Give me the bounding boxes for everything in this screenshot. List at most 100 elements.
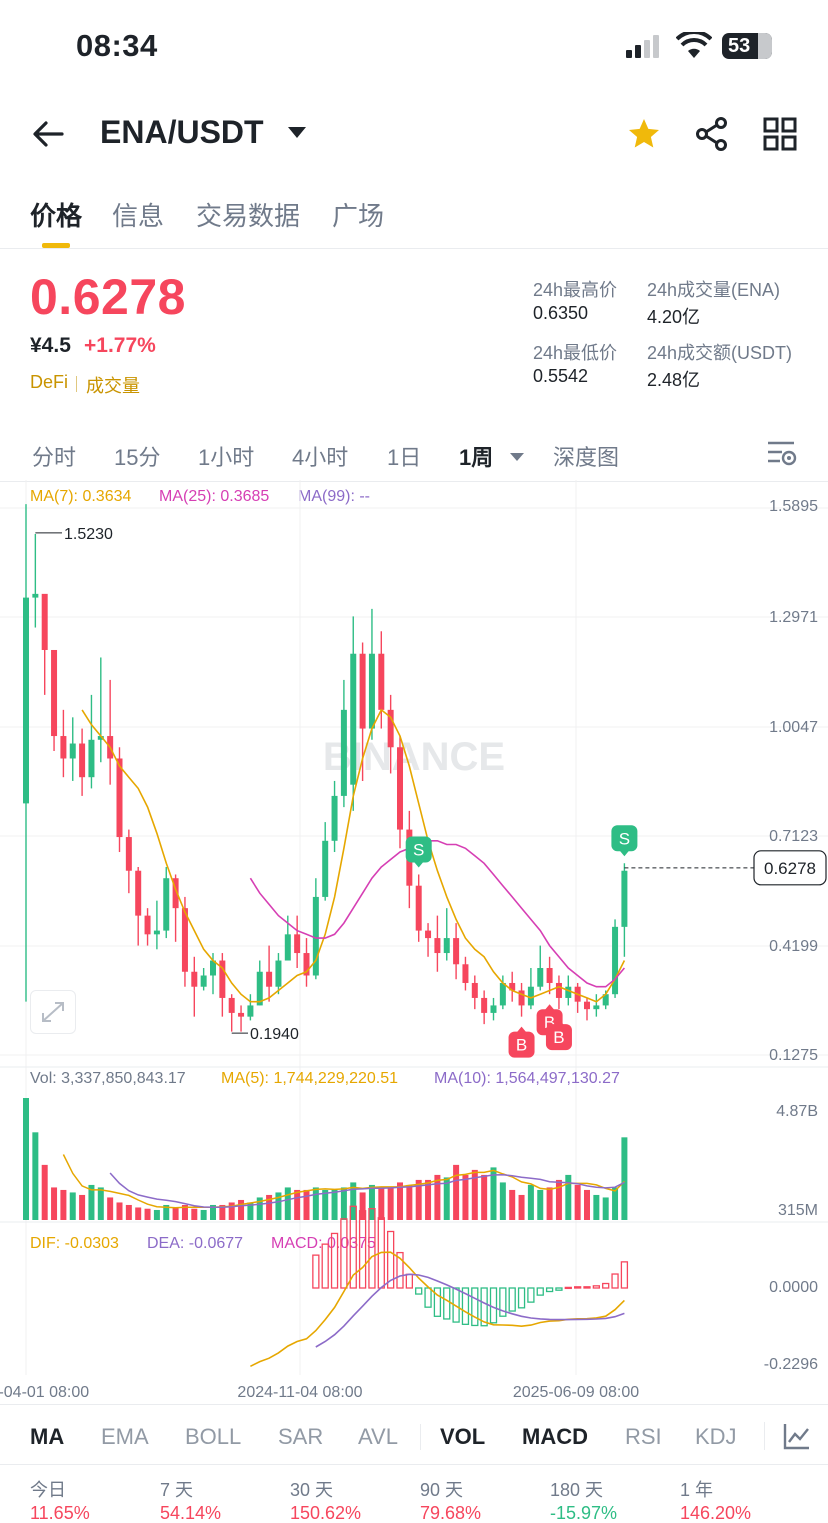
candle-body — [41, 593, 48, 650]
candle-body — [415, 885, 422, 931]
volume-bar — [144, 1208, 151, 1220]
indicator-ma[interactable]: MA — [30, 1424, 65, 1449]
indicator-vol[interactable]: VOL — [440, 1424, 486, 1449]
volume-bar — [172, 1207, 179, 1220]
tab-info[interactable]: 信息 — [112, 201, 165, 231]
indicator-boll[interactable]: BOLL — [185, 1424, 242, 1449]
indicator-separator-2 — [764, 1422, 765, 1450]
volume-ma5-legend: MA(5): 1,744,229,220.51 — [221, 1070, 398, 1087]
candle-body — [88, 739, 95, 778]
grid-menu-icon[interactable] — [762, 116, 798, 157]
interval-depth[interactable]: 深度图 — [553, 445, 620, 470]
indicator-ema[interactable]: EMA — [101, 1424, 149, 1449]
macd-histogram-bar — [527, 1287, 535, 1303]
perf-label-1y: 1 年 — [680, 1480, 714, 1500]
perf-label-7d: 7 天 — [160, 1480, 194, 1500]
back-arrow-icon[interactable] — [30, 116, 66, 157]
battery-icon: 53 — [722, 33, 772, 59]
indicator-chart-icon[interactable] — [782, 1421, 812, 1456]
volume-bar — [406, 1184, 413, 1220]
candle-body — [163, 878, 170, 931]
interval-1w[interactable]: 1周 — [459, 445, 494, 470]
candle-body — [219, 960, 226, 998]
volume-bar — [425, 1179, 432, 1220]
volume-ma5-line — [62, 1154, 625, 1209]
tab-square[interactable]: 广场 — [332, 201, 385, 231]
indicator-avl[interactable]: AVL — [358, 1424, 398, 1449]
candle-body — [51, 649, 58, 737]
candle-body — [303, 953, 310, 976]
perf-value-1y: 146.20% — [680, 1503, 752, 1523]
candle-body — [340, 709, 347, 796]
caret-down-icon[interactable] — [288, 126, 306, 144]
star-icon[interactable] — [626, 116, 662, 157]
price-chart[interactable]: BINANCE 1.5895 1.2971 1.0047 0.7123 0.4199 0.… — [0, 470, 828, 1400]
share-icon[interactable] — [694, 116, 730, 157]
last-price-tag — [753, 850, 827, 886]
volume-bar — [228, 1202, 235, 1220]
volume-bar — [275, 1192, 282, 1220]
volume-bar — [256, 1197, 263, 1220]
tag-volume[interactable]: 成交量 — [86, 376, 140, 396]
volume-bar — [340, 1187, 347, 1220]
interval-4h[interactable]: 4小时 — [292, 445, 349, 470]
tabs-divider — [0, 248, 828, 249]
candle-body — [368, 653, 375, 729]
expand-icon[interactable] — [30, 990, 76, 1034]
ma25-legend: MA(25): 0.3685 — [159, 488, 270, 505]
perf-value-30d: 150.62% — [290, 1503, 362, 1523]
perf-value-7d: 54.14% — [160, 1503, 222, 1523]
pair-title[interactable]: ENA/USDT — [100, 114, 264, 150]
perf-divider — [0, 1464, 828, 1465]
volume-bar — [499, 1182, 506, 1220]
tag-defi[interactable]: DeFi — [30, 372, 69, 392]
volume-bar — [378, 1187, 385, 1220]
volume-bar — [312, 1187, 319, 1220]
ma25-line — [249, 840, 626, 988]
candle-body — [238, 1012, 245, 1017]
volume-bar — [574, 1184, 581, 1220]
candle-body — [172, 878, 179, 909]
macd-tick-label: 0.0000 — [769, 1279, 818, 1296]
indicator-rsi[interactable]: RSI — [625, 1424, 662, 1449]
cny-price: ¥4.5 — [30, 334, 71, 357]
tab-price[interactable]: 价格 — [30, 201, 83, 231]
candle-body — [144, 915, 151, 935]
interval-caret-icon[interactable] — [510, 449, 524, 467]
buy-marker-label: B — [544, 1013, 555, 1032]
chart-settings-icon[interactable] — [766, 438, 798, 473]
volume-legend: Vol: 3,337,850,843.17 — [30, 1070, 186, 1087]
volume-bar — [434, 1174, 441, 1220]
indicator-separator — [420, 1424, 421, 1450]
volume-bar — [490, 1167, 497, 1220]
volume-bar — [107, 1197, 114, 1220]
tab-trade-data[interactable]: 交易数据 — [196, 201, 301, 231]
interval-1d[interactable]: 1日 — [387, 445, 422, 470]
interval-1h[interactable]: 1小时 — [198, 445, 255, 470]
interval-time[interactable]: 分时 — [32, 445, 77, 470]
candle-body — [499, 982, 506, 1006]
volume-bar — [284, 1187, 291, 1220]
candle-body — [312, 896, 319, 976]
macd-histogram-bar — [480, 1287, 488, 1327]
macd-histogram-bar — [415, 1287, 423, 1295]
x-tick-label: 2024-04-01 08:00 — [0, 1384, 89, 1400]
volume-bar — [181, 1204, 188, 1220]
price-change: +1.77% — [84, 334, 156, 357]
high-annotation: 1.5230 — [64, 526, 113, 543]
candle-body — [387, 709, 394, 748]
indicator-macd[interactable]: MACD — [522, 1424, 588, 1449]
volume-bar — [359, 1192, 366, 1220]
macd-histogram-bar — [489, 1287, 498, 1324]
indicator-sar[interactable]: SAR — [278, 1424, 324, 1449]
battery-level: 53 — [728, 35, 751, 57]
perf-label-30d: 30 天 — [290, 1480, 334, 1500]
volume-bar — [125, 1204, 132, 1220]
volume-bar — [593, 1194, 600, 1220]
volume-bar — [621, 1137, 628, 1220]
interval-15m[interactable]: 15分 — [114, 445, 161, 470]
candle-body — [322, 840, 329, 897]
candle-body — [527, 986, 534, 1006]
macd-histogram-bar — [368, 1208, 376, 1289]
indicator-kdj[interactable]: KDJ — [695, 1424, 737, 1449]
